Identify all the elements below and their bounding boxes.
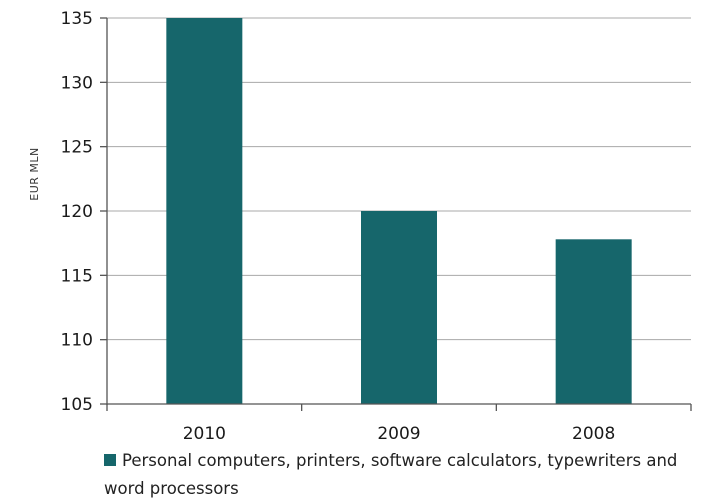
- y-axis-label: EUR MLN: [28, 147, 41, 201]
- legend-swatch: [104, 454, 116, 466]
- bars: [166, 18, 632, 404]
- y-tick-label: 105: [61, 395, 93, 415]
- x-tick-label: 2009: [377, 424, 420, 444]
- y-tick-label: 125: [61, 138, 93, 158]
- axes: [100, 17, 692, 411]
- bar-2008: [555, 239, 632, 404]
- bar-2009: [361, 211, 437, 404]
- bar-2010: [166, 18, 243, 404]
- y-tick-label: 115: [61, 266, 93, 286]
- y-tick-label: 135: [61, 9, 93, 29]
- y-tick-label: 110: [61, 331, 93, 351]
- y-tick-label: 130: [61, 73, 93, 93]
- x-tick-label: 2010: [183, 424, 226, 444]
- x-tick-label: 2008: [572, 424, 615, 444]
- y-tick-label: 120: [61, 202, 93, 222]
- legend-label: Personal computers, printers, software c…: [104, 451, 678, 498]
- x-tick-labels: 2010 2009 2008: [183, 424, 616, 444]
- y-tick-labels: 105 110 115 120 125 130 135: [61, 9, 93, 415]
- legend: Personal computers, printers, software c…: [104, 447, 704, 503]
